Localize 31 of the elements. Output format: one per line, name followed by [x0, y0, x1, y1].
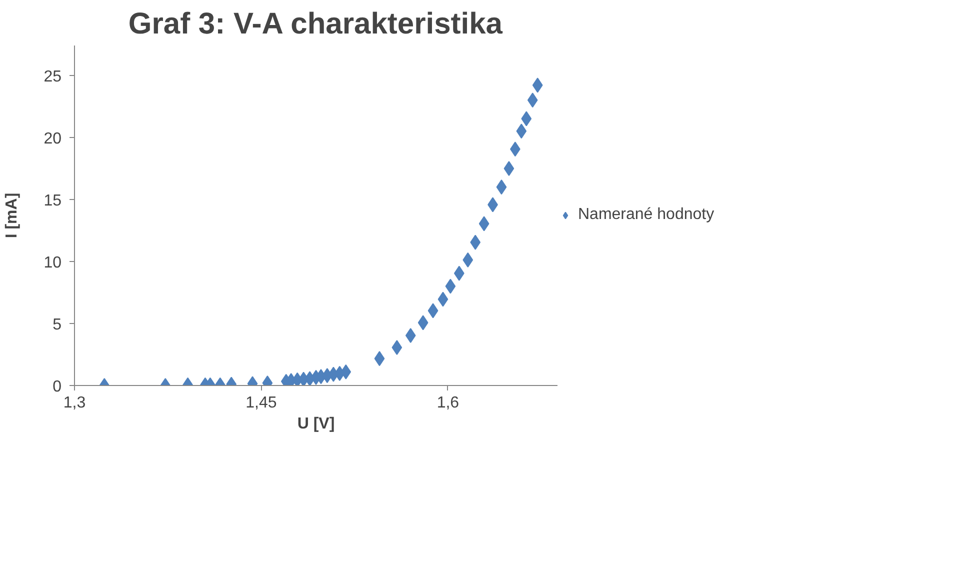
chart-title: Graf 3: V-A charakteristika: [128, 8, 503, 40]
x-tick-label: 1,6: [436, 394, 460, 412]
y-tick-label: 5: [52, 316, 62, 334]
point: [532, 78, 543, 93]
x-tick-label: 1,45: [246, 394, 277, 412]
y-tick-label: 15: [44, 192, 62, 210]
y-tick-label: 0: [52, 378, 62, 396]
point: [392, 340, 402, 356]
point: [405, 328, 416, 343]
y-tick-label: 25: [44, 68, 62, 86]
point: [516, 124, 527, 139]
point: [496, 180, 507, 195]
y-axis-title: I [mA]: [4, 192, 21, 238]
legend-label: Namerané hodnoty: [578, 206, 714, 224]
x-axis-title: U [V]: [297, 416, 335, 432]
point: [445, 278, 456, 294]
point: [454, 266, 464, 281]
point: [478, 216, 490, 232]
point: [470, 234, 481, 250]
point: [418, 315, 428, 330]
y-tick-label: 10: [44, 254, 62, 272]
point: [340, 364, 352, 380]
point: [504, 160, 514, 176]
point: [374, 351, 385, 366]
x-tick-label: 1,3: [63, 394, 86, 412]
point: [521, 111, 532, 126]
point: [462, 252, 474, 268]
point: [438, 292, 448, 307]
point: [428, 303, 438, 318]
point: [527, 92, 538, 108]
y-tick-label: 20: [44, 130, 62, 148]
